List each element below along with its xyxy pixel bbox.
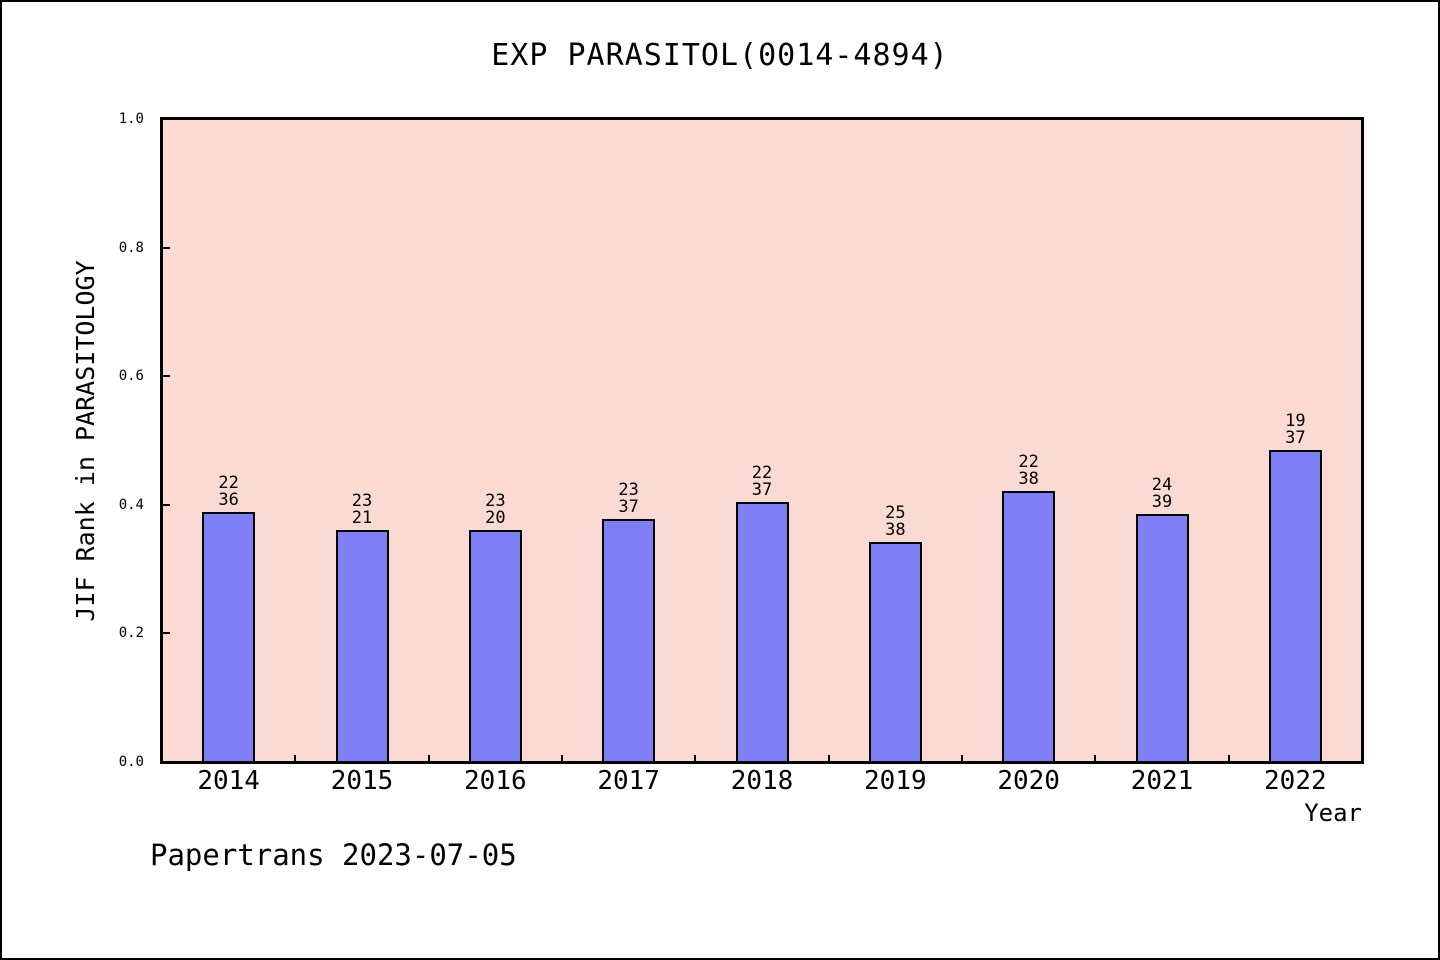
x-tick-label-2017: 2017 [597, 766, 660, 796]
footer-watermark: Papertrans 2023-07-05 [150, 838, 517, 872]
bar-2018 [735, 502, 789, 762]
x-tick-label-2018: 2018 [730, 766, 794, 796]
y-tick [162, 375, 170, 378]
chart-title: EXP PARASITOL(0014-4894) [491, 38, 949, 73]
x-tick-label-2022: 2022 [1264, 766, 1327, 796]
bar-2015 [335, 530, 389, 762]
x-minor-tick [561, 755, 563, 762]
bar-label-2022: 19 37 [1285, 411, 1306, 448]
bar-label-2021: 24 39 [1151, 475, 1173, 512]
bar-label-2016: 23 20 [485, 491, 506, 528]
bar-label-2014: 22 36 [218, 473, 239, 510]
x-axis-label: Year [1304, 799, 1362, 827]
x-minor-tick [294, 755, 297, 762]
x-minor-tick [827, 755, 830, 762]
bar-2017 [602, 519, 656, 762]
y-tick [162, 118, 170, 120]
bar-label-2019: 25 38 [885, 503, 906, 540]
bar-2014 [202, 512, 256, 762]
x-tick-label-2016: 2016 [464, 766, 527, 796]
y-tick-labels: 0.0 0.2 0.4 0.6 0.8 1.0 [2, 111, 153, 770]
bar-label-2015: 23 21 [351, 491, 373, 528]
bar-label-2018: 22 37 [751, 463, 773, 500]
x-tick-label-2015: 2015 [330, 766, 394, 796]
x-tick-label-2020: 2020 [997, 766, 1060, 796]
y-tick-label-0.2: 0.2 [118, 625, 144, 642]
x-tick-label-2014: 2014 [197, 766, 260, 796]
x-tick-label-2019: 2019 [864, 766, 927, 796]
bar-2016 [468, 530, 522, 762]
y-tick-label-1.0: 1.0 [118, 111, 144, 127]
bar-2021 [1135, 514, 1189, 762]
x-minor-tick [961, 755, 963, 762]
y-tick-label-0.4: 0.4 [118, 496, 144, 513]
x-tick-labels: 2014 2015 2016 2017 2018 2019 2020 2021 2022 [162, 766, 1362, 800]
x-tick-label-2021: 2021 [1130, 766, 1194, 796]
x-minor-tick [1227, 755, 1230, 762]
x-minor-tick [427, 755, 430, 762]
y-tick-label-0.0: 0.0 [118, 754, 144, 770]
y-tick [162, 632, 170, 635]
y-tick [162, 246, 170, 249]
y-tick [162, 503, 170, 506]
x-minor-tick [694, 755, 697, 762]
bar-label-2017: 23 37 [618, 480, 639, 517]
bar-2022 [1268, 450, 1322, 762]
y-tick-label-0.8: 0.8 [118, 239, 144, 256]
y-tick-label-0.6: 0.6 [118, 368, 144, 385]
bar-2020 [1002, 491, 1056, 762]
x-minor-tick [1094, 755, 1097, 762]
plot-area: 22 36 23 21 23 20 23 37 22 37 25 38 22 38 24 39… [160, 117, 1364, 764]
bar-label-2020: 22 38 [1018, 452, 1039, 489]
bar-2019 [868, 542, 922, 762]
y-tick [162, 761, 170, 763]
